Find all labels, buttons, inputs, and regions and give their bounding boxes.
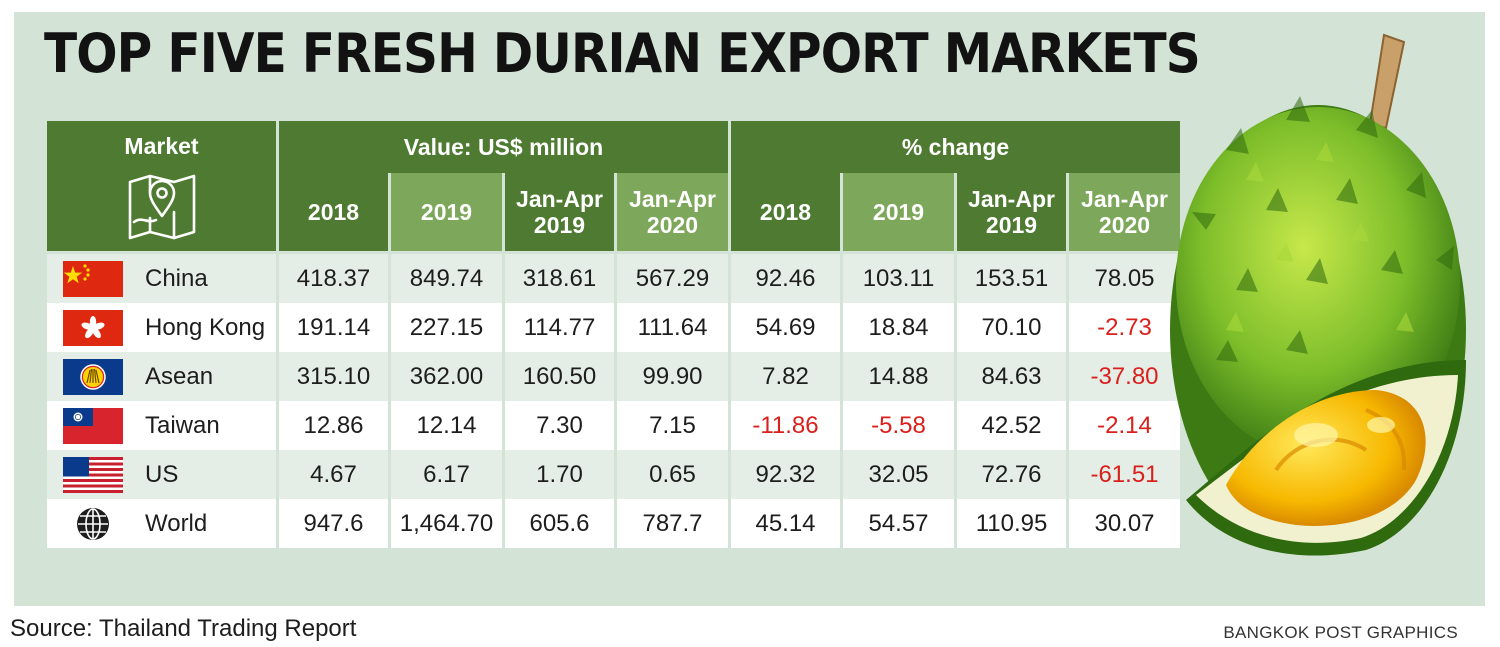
- change-cell: 103.11: [843, 254, 954, 303]
- value-cell: 787.7: [617, 499, 728, 548]
- market-cell: China: [47, 254, 276, 303]
- change-cell: 54.57: [843, 499, 954, 548]
- change-cell: -2.73: [1069, 303, 1180, 352]
- value-cell: 605.6: [505, 499, 614, 548]
- change-cell: 70.10: [957, 303, 1066, 352]
- column-header: 2018: [279, 173, 388, 251]
- change-cell: 72.76: [957, 450, 1066, 499]
- value-cell: 7.15: [617, 401, 728, 450]
- hong-kong-flag: [63, 309, 123, 346]
- value-cell: 12.14: [391, 401, 502, 450]
- market-name: Hong Kong: [145, 313, 266, 341]
- value-cell: 318.61: [505, 254, 614, 303]
- map-pin-icon: [128, 174, 195, 240]
- change-cell: 42.52: [957, 401, 1066, 450]
- change-cell: 78.05: [1069, 254, 1180, 303]
- market-header: Market: [124, 133, 199, 159]
- column-header: Jan-Apr 2020: [1069, 173, 1180, 251]
- change-cell: -61.51: [1069, 450, 1180, 499]
- change-cell: 92.32: [731, 450, 840, 499]
- value-cell: 315.10: [279, 352, 388, 401]
- column-header: 2019: [843, 173, 954, 251]
- change-cell: 30.07: [1069, 499, 1180, 548]
- change-cell: -11.86: [731, 401, 840, 450]
- change-cell: 92.46: [731, 254, 840, 303]
- value-cell: 567.29: [617, 254, 728, 303]
- market-cell: US: [47, 450, 276, 499]
- market-header-cell: Market: [47, 121, 276, 251]
- change-cell: -37.80: [1069, 352, 1180, 401]
- value-cell: 111.64: [617, 303, 728, 352]
- durian-illustration: [1170, 33, 1466, 556]
- table-row: China 418.37 849.74 318.61 567.29 92.46 103.11…: [47, 254, 1180, 303]
- globe-icon: [77, 507, 109, 540]
- value-cell: 160.50: [505, 352, 614, 401]
- market-name: US: [145, 460, 179, 488]
- change-cell: 7.82: [731, 352, 840, 401]
- value-cell: 191.14: [279, 303, 388, 352]
- change-cell: 45.14: [731, 499, 840, 548]
- change-cell: 14.88: [843, 352, 954, 401]
- asean-flag: [63, 358, 123, 395]
- table-row: Asean 315.10 362.00 160.50 99.90 7.82 14.88 84.…: [47, 352, 1180, 401]
- credit-line: BANGKOK POST GRAPHICS: [1223, 623, 1458, 642]
- value-cell: 99.90: [617, 352, 728, 401]
- column-header: 2018: [731, 173, 840, 251]
- change-cell: -2.14: [1069, 401, 1180, 450]
- us-flag: [63, 456, 123, 493]
- value-cell: 1.70: [505, 450, 614, 499]
- column-header: Jan-Apr 2019: [505, 173, 614, 251]
- change-cell: 153.51: [957, 254, 1066, 303]
- change-cell: -5.58: [843, 401, 954, 450]
- value-cell: 947.6: [279, 499, 388, 548]
- market-name: World: [145, 509, 208, 537]
- table-row: World 947.6 1,464.70 605.6 787.7 45.14 54.57 11…: [47, 499, 1180, 548]
- value-group-header: Value: US$ million: [279, 121, 728, 173]
- source-note: Source: Thailand Trading Report: [10, 615, 357, 642]
- market-name: China: [145, 264, 208, 292]
- column-header: 2019: [391, 173, 502, 251]
- value-cell: 114.77: [505, 303, 614, 352]
- durian-export-table: Market Value: US$ million % change 2018 2…: [44, 121, 1183, 548]
- market-name: Taiwan: [145, 411, 220, 439]
- change-cell: 32.05: [843, 450, 954, 499]
- china-flag: [63, 260, 123, 297]
- taiwan-flag: [63, 407, 123, 444]
- value-cell: 849.74: [391, 254, 502, 303]
- table-row: Taiwan 12.86 12.14 7.30 7.15 -11.86 -5.58 42.52…: [47, 401, 1180, 450]
- value-cell: 4.67: [279, 450, 388, 499]
- value-cell: 362.00: [391, 352, 502, 401]
- column-header-row: 2018 2019 Jan-Apr 2019 Jan-Apr 2020 2018 2019 Ja…: [47, 173, 1180, 251]
- change-cell: 110.95: [957, 499, 1066, 548]
- value-cell: 418.37: [279, 254, 388, 303]
- value-cell: 7.30: [505, 401, 614, 450]
- market-cell: Asean: [47, 352, 276, 401]
- value-cell: 1,464.70: [391, 499, 502, 548]
- change-cell: 18.84: [843, 303, 954, 352]
- value-cell: 227.15: [391, 303, 502, 352]
- column-header: Jan-Apr 2019: [957, 173, 1066, 251]
- value-cell: 0.65: [617, 450, 728, 499]
- table-row: US 4.67 6.17 1.70 0.65 92.32 32.05 72.76 -61.51: [47, 450, 1180, 499]
- market-cell: Hong Kong: [47, 303, 276, 352]
- change-cell: 84.63: [957, 352, 1066, 401]
- market-cell: World: [47, 499, 276, 548]
- change-group-header: % change: [731, 121, 1180, 173]
- value-cell: 6.17: [391, 450, 502, 499]
- table-row: Hong Kong 191.14 227.15 114.77 111.64 54.69 18…: [47, 303, 1180, 352]
- change-cell: 54.69: [731, 303, 840, 352]
- column-header: Jan-Apr 2020: [617, 173, 728, 251]
- page-title: TOP FIVE FRESH DURIAN EXPORT MARKETS: [44, 22, 1201, 85]
- value-cell: 12.86: [279, 401, 388, 450]
- market-cell: Taiwan: [47, 401, 276, 450]
- market-name: Asean: [145, 362, 214, 390]
